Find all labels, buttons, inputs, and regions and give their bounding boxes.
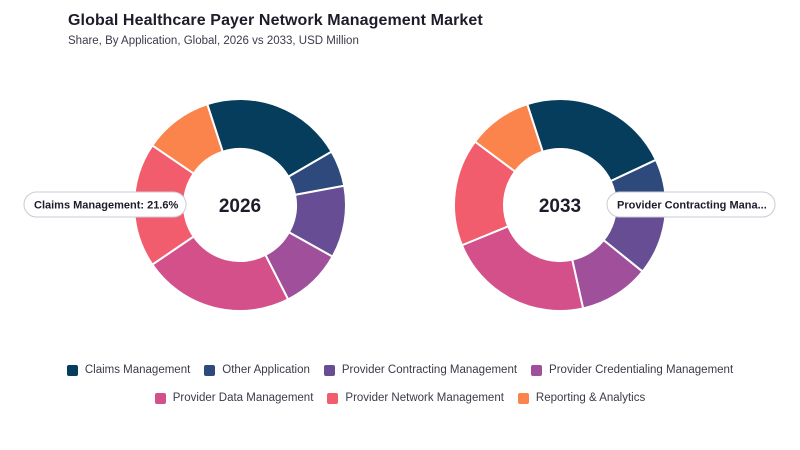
tooltip-text: Provider Contracting Mana... (617, 200, 767, 212)
legend-item-provider-data-management[interactable]: Provider Data Management (154, 391, 314, 405)
tooltip-text: Claims Management: 21.6% (34, 200, 178, 212)
tooltip-box (606, 191, 776, 218)
legend-label: Reporting & Analytics (535, 392, 646, 404)
tooltip-box (23, 191, 187, 218)
slice-reporting-and-analytics[interactable] (150, 102, 224, 175)
legend-swatch (154, 392, 166, 404)
center-label-2033: 2033 (539, 196, 581, 217)
legend-swatch (531, 364, 543, 376)
legend-swatch (517, 392, 529, 404)
legend-label: Provider Contracting Management (341, 364, 518, 376)
donut-2026: 2026 Claims Management: 21.6% (23, 98, 347, 312)
legend: Claims Management Other Application Provid… (0, 363, 800, 405)
tooltip: Provider Contracting Mana... (606, 191, 776, 218)
legend-label: Provider Data Management (172, 392, 314, 404)
legend-item-provider-network-management[interactable]: Provider Network Management (327, 391, 504, 405)
legend-label: Other Application (222, 364, 310, 376)
legend-label: Provider Network Management (345, 392, 504, 404)
chart-subtitle: Share, By Application, Global, 2026 vs 2… (68, 35, 359, 47)
legend-item-provider-credentialing-management[interactable]: Provider Credentialing Management (531, 363, 733, 377)
donut-2033: 2033 Provider Contracting Mana... (453, 98, 776, 312)
legend-swatch (323, 364, 335, 376)
legend-label: Provider Credentialing Management (549, 364, 734, 376)
center-label-2026: 2026 (219, 196, 261, 217)
slice-reporting-and-analytics[interactable] (473, 102, 544, 173)
legend-item-other-application[interactable]: Other Application (204, 363, 310, 377)
legend-swatch (66, 364, 78, 376)
legend-item-provider-contracting-management[interactable]: Provider Contracting Management (323, 363, 518, 377)
tooltip: Claims Management: 21.6% (23, 191, 187, 218)
chart-title: Global Healthcare Payer Network Manageme… (68, 12, 483, 29)
legend-item-claims-management[interactable]: Claims Management (66, 363, 191, 377)
slice-provider-data-management[interactable] (150, 235, 290, 312)
slice-claims-management[interactable] (525, 98, 658, 183)
legend-swatch (204, 364, 216, 376)
legend-item-reporting-and-analytics[interactable]: Reporting & Analytics (517, 391, 646, 405)
legend-label: Claims Management (84, 364, 191, 376)
legend-swatch (327, 392, 339, 404)
slice-provider-data-management[interactable] (460, 224, 585, 312)
